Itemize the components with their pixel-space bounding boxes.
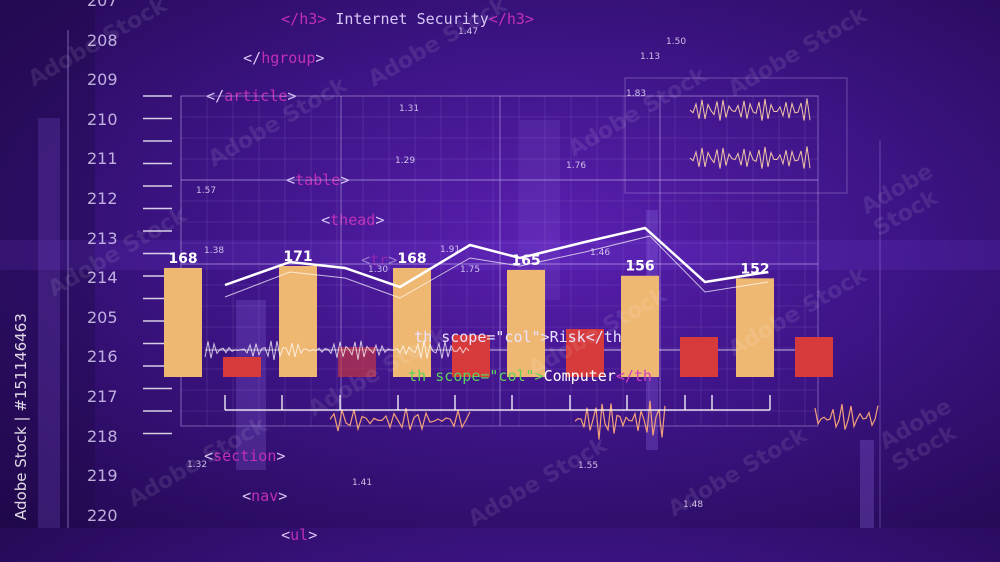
code-bracket: >	[315, 49, 325, 67]
floating-number: 1.48	[683, 500, 704, 510]
code-bracket: >	[388, 251, 398, 269]
code-tag: nav	[251, 487, 279, 505]
line-number: 220	[87, 505, 118, 525]
signal-wave	[574, 400, 666, 440]
overlay-risk-text: th scope="col">Risk</th	[414, 328, 622, 346]
code-bracket: </	[206, 87, 225, 105]
trend-line-main	[224, 226, 769, 289]
code-bracket: >	[308, 526, 318, 544]
code-tag: ul	[290, 526, 309, 544]
short-bar	[452, 335, 490, 377]
code-tag: hgroup	[261, 49, 316, 67]
bar-value-label: 156	[625, 259, 654, 275]
signal-wave	[329, 408, 471, 432]
line-number: 207	[87, 0, 118, 10]
mini-panel	[624, 77, 848, 194]
overlay-computer-word: Computer	[543, 367, 616, 385]
code-tag: h3	[299, 10, 318, 28]
floating-number: 1.47	[458, 27, 479, 37]
line-number: 218	[87, 426, 118, 446]
short-bar	[566, 329, 604, 377]
signal-wave-white	[204, 340, 470, 361]
bar-value-label: 168	[397, 251, 426, 267]
floating-number: 1.57	[196, 186, 217, 196]
trend-line-secondary	[224, 235, 769, 299]
floating-number: 1.75	[460, 265, 481, 275]
overlay-computer-suffix: </th	[615, 367, 652, 385]
overlay-code-risk: th scope="col">Risk</th	[378, 310, 622, 364]
code-bracket: >	[317, 10, 327, 28]
floating-number: 1.91	[440, 245, 461, 255]
tall-bar	[621, 275, 659, 377]
code-text: Internet Security	[335, 10, 489, 28]
short-bar	[223, 357, 261, 377]
tall-bar	[164, 267, 202, 377]
floating-number: 1.50	[666, 37, 687, 47]
line-number: 216	[87, 347, 118, 367]
code-line-section: <section>	[168, 429, 285, 483]
code-bracket: </	[243, 49, 262, 67]
line-number: 211	[87, 149, 118, 169]
floating-number: 1.46	[590, 248, 611, 258]
code-bracket: <	[321, 211, 331, 229]
line-number: 212	[87, 189, 118, 208]
line-number: 214	[87, 268, 118, 288]
floating-number: 1.55	[578, 461, 599, 471]
code-bracket: >	[278, 487, 288, 505]
line-number: 213	[87, 228, 118, 248]
floating-number: 1.30	[368, 265, 389, 275]
floating-number: 1.13	[640, 52, 661, 62]
code-tag: article	[224, 87, 288, 105]
code-tag: section	[213, 447, 277, 465]
line-number: 205	[87, 307, 118, 327]
overlay-computer-prefix: th scope="col">	[408, 367, 544, 385]
floating-number: 1.76	[566, 161, 587, 171]
floating-number: 1.29	[395, 156, 416, 166]
code-bracket: <	[281, 526, 291, 544]
mini-wave-bottom	[689, 146, 811, 169]
overlay-code-computer: th scope="col">Computer</th	[372, 349, 652, 403]
background-columns	[0, 0, 1000, 528]
code-line-article: </article>	[170, 69, 296, 123]
bar-value-label: 168	[168, 251, 197, 267]
code-bracket: </	[281, 10, 300, 28]
code-bracket: >	[276, 447, 286, 465]
tall-bar	[279, 266, 317, 377]
code-bracket: >	[287, 87, 297, 105]
stage: 207 208 209 210 211 212 213 214 205 216 217 218 219 2…	[0, 0, 1000, 544]
code-bracket: <	[204, 447, 214, 465]
code-end-tag: </h3>	[488, 10, 534, 28]
tall-bar	[736, 278, 774, 377]
line-number: 209	[87, 70, 118, 90]
line-number: 208	[87, 30, 118, 50]
code-line-nav: <nav>	[206, 469, 287, 523]
floating-number: 1.83	[626, 89, 647, 99]
bar-chart: 168 171 168 165 156 152	[143, 77, 879, 440]
short-bar	[680, 337, 718, 377]
floating-number: 1.38	[204, 246, 225, 256]
code-line-h3: </h3> Internet Security</h3>	[245, 0, 534, 46]
mini-wave-top	[689, 98, 811, 121]
code-line-hgroup: </hgroup>	[207, 31, 324, 85]
line-number: 210	[87, 109, 118, 129]
tall-bar	[507, 269, 545, 377]
line-number: 217	[87, 387, 118, 406]
floating-number: 1.41	[352, 478, 373, 488]
code-bracket: <	[242, 487, 252, 505]
code-bracket: >	[375, 211, 385, 229]
line-number: 219	[87, 466, 118, 486]
floating-number: 1.31	[399, 104, 420, 114]
code-bracket: <	[361, 251, 371, 269]
short-bar	[795, 337, 833, 377]
floating-number: 1.32	[187, 460, 208, 470]
signal-wave	[814, 404, 879, 430]
stock-id-label: Adobe Stock | #151146463	[12, 313, 30, 520]
